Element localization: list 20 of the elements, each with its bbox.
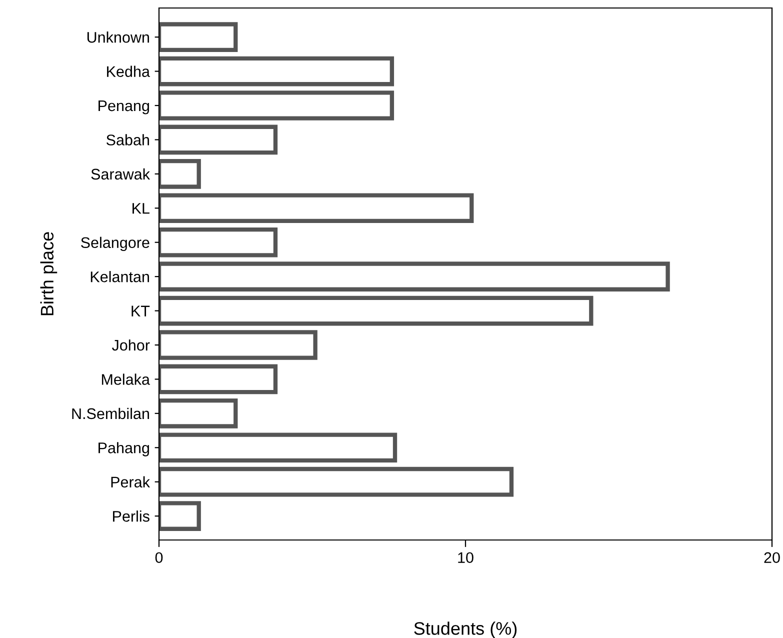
y-tick-label: Perak [111,476,150,488]
y-tick-label: Unknown [87,32,149,43]
x-axis-title: Students (%) [414,622,517,638]
y-tick-label: Johor [112,339,150,351]
y-tick-label: Penang [98,100,149,114]
y-tick-label: Perlis [113,510,150,522]
y-tick-label: KT [132,306,150,316]
y-axis-title: Birth place [40,232,58,316]
y-tick-label: Melaka [102,374,150,385]
x-tick-label: 20 [764,552,780,564]
y-tick-label: N.Sembilan [72,408,149,420]
y-tick-label: Kedha [107,66,150,77]
y-tick-label: Pahang [98,442,149,456]
y-tick-label: Selangore [81,236,150,252]
y-tick-label: KL [132,203,150,214]
x-tick-label: 0 [155,552,163,564]
y-tick-label: Sarawak [91,168,150,180]
y-tick-label: Sabah [106,134,149,146]
x-tick-label: 10 [458,552,474,564]
y-tick-label: Kelantan [90,271,149,282]
